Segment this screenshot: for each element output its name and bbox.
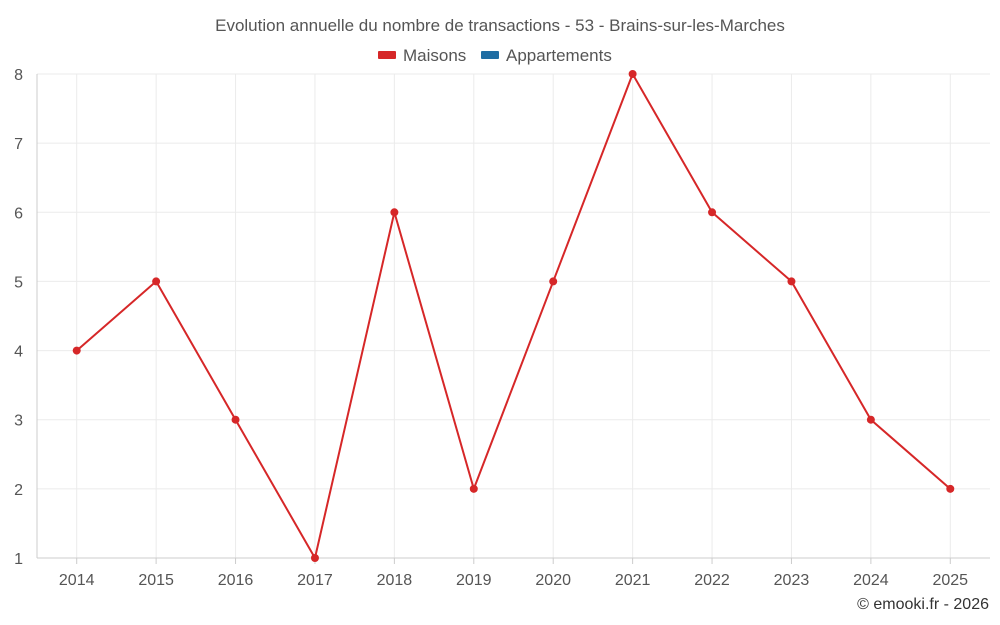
series-line-maisons <box>76 73 951 559</box>
y-tick-label: 2 <box>14 482 23 499</box>
data-point-maisons-2020[interactable] <box>549 277 558 286</box>
x-tick-label: 2024 <box>853 572 889 589</box>
legend-swatch-maisons <box>378 51 396 59</box>
y-tick-label: 4 <box>14 344 23 361</box>
x-tick-label: 2019 <box>456 572 492 589</box>
data-point-maisons-2014[interactable] <box>72 346 81 355</box>
x-tick-label: 2016 <box>218 572 254 589</box>
chart-title: Evolution annuelle du nombre de transact… <box>215 16 785 35</box>
x-tick-label: 2015 <box>138 572 174 589</box>
x-tick-label: 2020 <box>535 572 571 589</box>
data-point-maisons-2018[interactable] <box>390 208 399 217</box>
y-tick-label: 3 <box>14 413 23 430</box>
legend-label-appartements: Appartements <box>506 46 612 65</box>
x-axis-ticks: 2014 2015 2016 2017 2018 2019 2020 2021 2022 2023… <box>59 572 968 589</box>
series <box>72 70 955 562</box>
x-tick-label: 2022 <box>694 572 730 589</box>
axes <box>36 74 990 564</box>
y-tick-label: 1 <box>14 551 23 568</box>
data-point-maisons-2022[interactable] <box>708 208 717 217</box>
y-tick-label: 8 <box>14 67 23 84</box>
y-axis-ticks: 1 2 3 4 5 6 7 8 <box>14 67 23 568</box>
y-tick-label: 7 <box>14 136 23 153</box>
data-point-maisons-2025[interactable] <box>946 484 955 493</box>
legend-item-maisons[interactable]: Maisons <box>378 46 466 65</box>
data-point-maisons-2023[interactable] <box>787 277 796 286</box>
x-tick-label: 2017 <box>297 572 333 589</box>
y-tick-label: 5 <box>14 274 23 291</box>
data-point-maisons-2024[interactable] <box>866 415 875 424</box>
gridlines <box>37 73 990 558</box>
y-tick-label: 6 <box>14 205 23 222</box>
data-point-maisons-2021[interactable] <box>628 70 637 78</box>
x-tick-label: 2025 <box>932 572 968 589</box>
x-tick-label: 2023 <box>774 572 810 589</box>
x-tick-label: 2014 <box>59 572 95 589</box>
credit-text: © emooki.fr - 2026 <box>857 596 989 613</box>
legend: Maisons Appartements <box>378 46 612 65</box>
data-point-maisons-2017[interactable] <box>310 554 319 562</box>
legend-label-maisons: Maisons <box>403 46 466 65</box>
legend-item-appartements[interactable]: Appartements <box>481 46 612 65</box>
x-tick-label: 2021 <box>615 572 651 589</box>
legend-swatch-appartements <box>481 51 499 59</box>
data-point-maisons-2015[interactable] <box>152 277 161 286</box>
data-point-maisons-2016[interactable] <box>231 415 240 424</box>
data-point-maisons-2019[interactable] <box>469 484 478 493</box>
x-tick-label: 2018 <box>377 572 413 589</box>
